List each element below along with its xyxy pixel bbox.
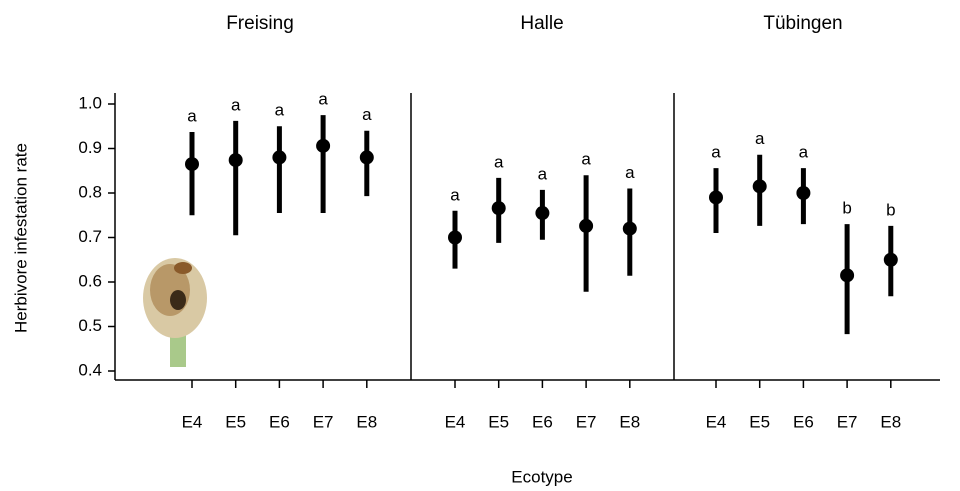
x-axis-title: Ecotype bbox=[511, 467, 572, 486]
x-tick-label: E5 bbox=[225, 412, 246, 431]
x-tick-label: E4 bbox=[182, 412, 203, 431]
significance-letter: a bbox=[231, 95, 241, 114]
point bbox=[228, 153, 243, 168]
significance-letter: a bbox=[799, 143, 809, 162]
x-tick-label: E6 bbox=[532, 412, 553, 431]
x-tick-label: E5 bbox=[749, 412, 770, 431]
point bbox=[448, 230, 462, 245]
point bbox=[579, 218, 594, 233]
significance-letter: a bbox=[581, 150, 591, 169]
point bbox=[752, 179, 767, 194]
significance-letter: a bbox=[755, 129, 765, 148]
panel-title: Freising bbox=[226, 13, 294, 34]
point bbox=[491, 201, 506, 216]
y-tick-label: 0.7 bbox=[78, 227, 102, 246]
y-tick-label: 0.5 bbox=[78, 316, 102, 335]
point bbox=[535, 206, 550, 221]
x-tick-label: E5 bbox=[488, 412, 509, 431]
panel-title: Tübingen bbox=[763, 13, 842, 34]
point bbox=[359, 150, 374, 165]
significance-letter: a bbox=[494, 152, 504, 171]
y-tick-label: 0.4 bbox=[78, 360, 102, 379]
y-tick-label: 1.0 bbox=[78, 93, 102, 112]
point bbox=[316, 138, 331, 153]
significance-letter: a bbox=[275, 101, 285, 120]
y-tick-label: 0.8 bbox=[78, 182, 102, 201]
significance-letter: a bbox=[538, 164, 548, 183]
x-tick-label: E8 bbox=[619, 412, 640, 431]
x-tick-label: E7 bbox=[313, 412, 334, 431]
x-tick-label: E6 bbox=[269, 412, 290, 431]
y-axis-title: Herbivore infestation rate bbox=[11, 143, 30, 333]
point bbox=[883, 252, 898, 267]
x-tick-label: E4 bbox=[706, 412, 727, 431]
significance-letter: b bbox=[886, 200, 895, 219]
y-tick-label: 0.9 bbox=[78, 138, 102, 157]
point bbox=[272, 150, 287, 165]
point bbox=[709, 190, 723, 205]
x-tick-label: E8 bbox=[356, 412, 377, 431]
significance-letter: b bbox=[842, 199, 851, 218]
point bbox=[185, 157, 199, 172]
plant-photo bbox=[143, 258, 207, 367]
point bbox=[796, 186, 811, 200]
significance-letter: a bbox=[711, 143, 721, 162]
panel-title: Halle bbox=[520, 13, 563, 34]
significance-letter: a bbox=[362, 105, 372, 124]
x-tick-label: E6 bbox=[793, 412, 814, 431]
x-tick-label: E7 bbox=[837, 412, 858, 431]
significance-letter: a bbox=[450, 185, 460, 204]
significance-letter: a bbox=[187, 107, 197, 126]
significance-letter: a bbox=[318, 90, 328, 109]
y-tick-label: 0.6 bbox=[78, 271, 102, 290]
x-tick-label: E8 bbox=[880, 412, 901, 431]
x-tick-label: E7 bbox=[576, 412, 597, 431]
point bbox=[622, 221, 637, 236]
x-tick-label: E4 bbox=[445, 412, 466, 431]
point bbox=[840, 268, 855, 283]
significance-letter: a bbox=[625, 163, 635, 182]
